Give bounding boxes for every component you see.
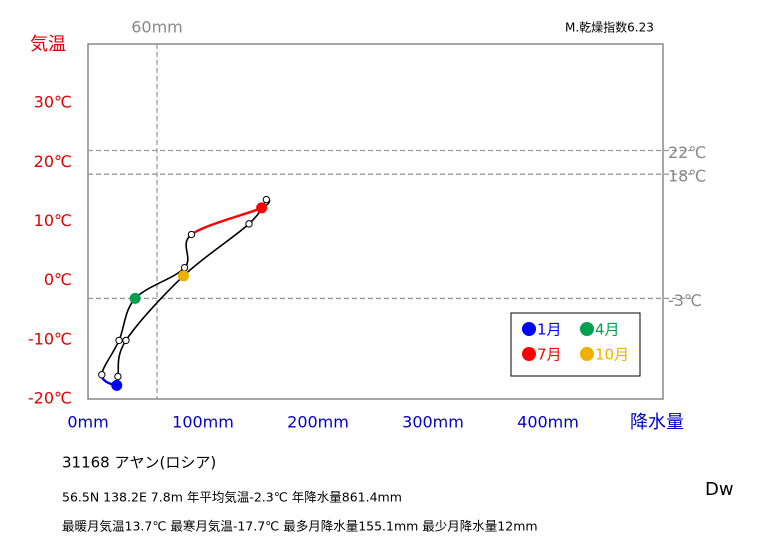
y-tick-label: 10℃ — [34, 211, 72, 230]
month-point — [111, 379, 123, 391]
legend-marker — [522, 347, 536, 361]
y-tick-label: 0℃ — [44, 270, 72, 289]
x-tick-label: 0mm — [67, 413, 108, 432]
reference-label: -3℃ — [668, 291, 702, 310]
legend-marker — [580, 322, 594, 336]
month-point — [262, 195, 271, 204]
station: 31168 アヤン(ロシア) — [62, 454, 216, 472]
reference-label: 18℃ — [668, 167, 706, 186]
month-point — [115, 336, 123, 345]
x-tick-label: 200mm — [287, 413, 349, 432]
month-point — [256, 202, 268, 214]
month-point — [129, 292, 141, 304]
legend-label: 7月 — [537, 346, 562, 364]
y-tick-label: 20℃ — [34, 152, 72, 171]
y-tick-label: 30℃ — [34, 93, 72, 112]
month-point — [177, 270, 189, 282]
month-point — [187, 230, 196, 239]
legend-marker — [522, 322, 536, 336]
reference-label: 60mm — [131, 18, 183, 37]
reference-label: 22℃ — [668, 143, 706, 162]
y-tick-label: -20℃ — [28, 389, 72, 408]
x-tick-label: 400mm — [517, 413, 579, 432]
y-tick-label: -10℃ — [28, 329, 72, 348]
dryness-index: M.乾燥指数6.23 — [565, 20, 654, 35]
x-axis-title: 降水量 — [630, 412, 684, 433]
info-line: 最暖月気温13.7℃ 最寒月気温-17.7℃ 最多月降水量155.1mm 最少月… — [62, 519, 538, 534]
x-tick-label: 300mm — [402, 413, 464, 432]
y-axis-title: 気温 — [30, 34, 66, 55]
x-tick-label: 100mm — [172, 413, 234, 432]
legend-label: 4月 — [595, 321, 620, 339]
info-line: 56.5N 138.2E 7.8m 年平均気温-2.3℃ 年降水量861.4mm — [62, 490, 402, 505]
month-point — [98, 371, 106, 379]
month-point — [114, 372, 122, 381]
climate-code: Dw — [705, 479, 734, 500]
legend-label: 10月 — [595, 346, 629, 364]
month-point — [122, 336, 130, 345]
legend-label: 1月 — [537, 321, 562, 339]
legend-marker — [580, 347, 594, 361]
month-point — [180, 263, 189, 272]
month-point — [245, 220, 253, 228]
